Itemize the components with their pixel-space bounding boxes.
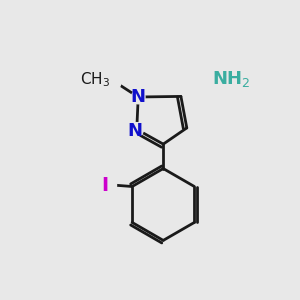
Circle shape [96, 68, 121, 93]
Circle shape [103, 178, 116, 191]
Text: N: N [131, 88, 146, 106]
Circle shape [131, 90, 145, 104]
Circle shape [130, 123, 143, 136]
Text: NH$_2$: NH$_2$ [212, 69, 250, 89]
Text: CH$_3$: CH$_3$ [80, 70, 110, 89]
Circle shape [196, 67, 221, 92]
Text: N: N [128, 122, 143, 140]
Text: I: I [101, 176, 109, 194]
